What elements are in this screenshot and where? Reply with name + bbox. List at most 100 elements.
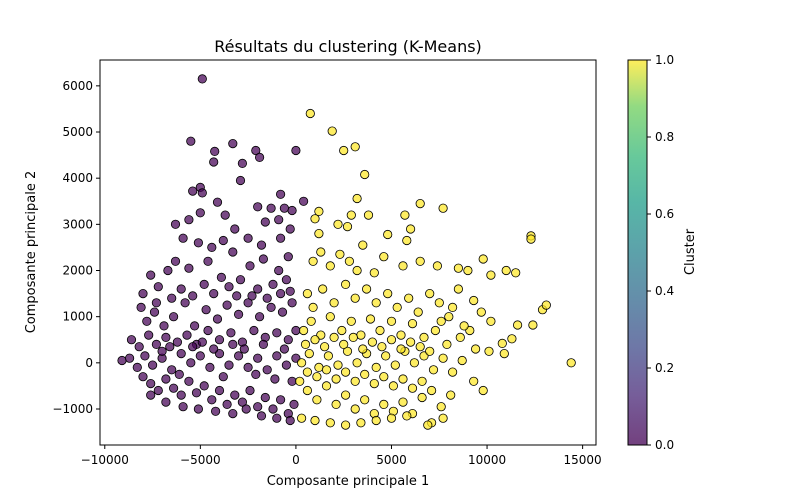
scatter-point	[426, 385, 437, 396]
scatter-point	[193, 404, 203, 414]
scatter-point	[159, 321, 169, 331]
scatter-point	[228, 339, 238, 349]
scatter-point	[304, 348, 314, 359]
scatter-point	[243, 362, 253, 372]
scatter-point	[153, 282, 163, 292]
scatter-point	[251, 369, 261, 379]
scatter-point	[172, 337, 182, 347]
scatter-point	[371, 298, 381, 308]
scatter-point	[287, 376, 297, 386]
scatter-point	[151, 339, 161, 349]
scatter-point	[146, 270, 156, 280]
scatter-point	[190, 321, 200, 331]
scatter-point	[298, 325, 309, 336]
scatter-point	[323, 351, 333, 361]
scatter-point	[176, 348, 186, 359]
scatter-point	[340, 367, 351, 377]
scatter-point	[386, 335, 397, 345]
scatter-point	[212, 197, 223, 207]
scatter-point	[178, 233, 188, 243]
scatter-point	[138, 372, 148, 382]
scatter-point	[136, 302, 146, 312]
scatter-point	[180, 298, 190, 308]
scatter-point	[199, 381, 209, 391]
scatter-point	[497, 338, 507, 348]
scatter-point	[220, 210, 230, 220]
scatter-point	[360, 369, 370, 379]
scatter-point	[275, 395, 286, 405]
plot-frame	[99, 59, 597, 446]
scatter-point	[360, 169, 370, 180]
scatter-point	[230, 224, 240, 234]
scatter-point	[396, 344, 406, 354]
scatter-point	[425, 288, 435, 299]
x-tick-label: −5000	[180, 453, 221, 467]
scatter-point	[423, 420, 433, 430]
scatter-point	[356, 330, 366, 340]
scatter-point	[245, 385, 255, 396]
scatter-point	[453, 263, 463, 273]
scatter-point	[398, 397, 408, 407]
scatter-point	[197, 74, 207, 84]
scatter-point	[390, 360, 400, 370]
scatter-point	[214, 335, 225, 345]
scatter-point	[417, 392, 427, 403]
scatter-point	[438, 413, 448, 423]
scatter-point	[272, 413, 282, 423]
scatter-point	[367, 337, 377, 347]
scatter-point	[331, 374, 341, 384]
scatter-point	[224, 360, 234, 370]
scatter-point	[228, 139, 238, 149]
scatter-point	[327, 126, 337, 136]
scatter-point	[415, 199, 425, 209]
scatter-point	[318, 284, 328, 294]
scatter-point	[197, 337, 207, 347]
scatter-point	[417, 376, 427, 386]
scatter-point	[333, 360, 343, 370]
scatter-point	[310, 214, 320, 224]
scatter-point	[350, 404, 360, 414]
scatter-point	[398, 374, 408, 384]
scatter-point	[207, 242, 217, 252]
scatter-point	[484, 346, 494, 356]
scatter-point	[289, 399, 299, 409]
scatter-point	[182, 330, 192, 340]
scatter-point	[386, 316, 397, 326]
scatter-point	[356, 418, 366, 428]
scatter-point	[383, 229, 393, 240]
scatter-point	[302, 288, 312, 299]
scatter-point	[360, 395, 370, 405]
scatter-point	[203, 256, 213, 266]
scatter-point	[209, 344, 219, 354]
scatter-point	[285, 224, 295, 234]
scatter-point	[413, 307, 423, 317]
scatter-point	[447, 302, 458, 312]
scatter-point	[476, 307, 486, 317]
scatter-point	[199, 279, 209, 289]
scatter-point	[186, 358, 196, 368]
scatter-point	[329, 298, 339, 308]
y-tick-label: 4000	[62, 171, 93, 185]
scatter-point	[409, 358, 419, 368]
scatter-point	[428, 365, 439, 375]
scatter-point	[405, 337, 416, 347]
scatter-point	[210, 146, 220, 156]
colorbar-tick-label: 0.0	[655, 438, 674, 452]
scatter-point	[396, 330, 406, 340]
scatter-point	[383, 288, 393, 299]
scatter-point	[176, 284, 186, 294]
scatter-point	[253, 284, 263, 294]
scatter-point	[325, 418, 335, 428]
scatter-point	[234, 351, 244, 361]
scatter-point	[268, 404, 278, 414]
scatter-point	[436, 402, 446, 412]
scatter-point	[314, 229, 324, 239]
scatter-point	[434, 298, 444, 308]
scatter-point	[266, 203, 276, 213]
scatter-point	[157, 346, 167, 356]
scatter-point	[146, 378, 156, 389]
scatter-point	[432, 261, 442, 271]
scatter-point	[132, 362, 142, 372]
scatter-point	[228, 247, 238, 257]
scatter-point	[300, 339, 311, 349]
